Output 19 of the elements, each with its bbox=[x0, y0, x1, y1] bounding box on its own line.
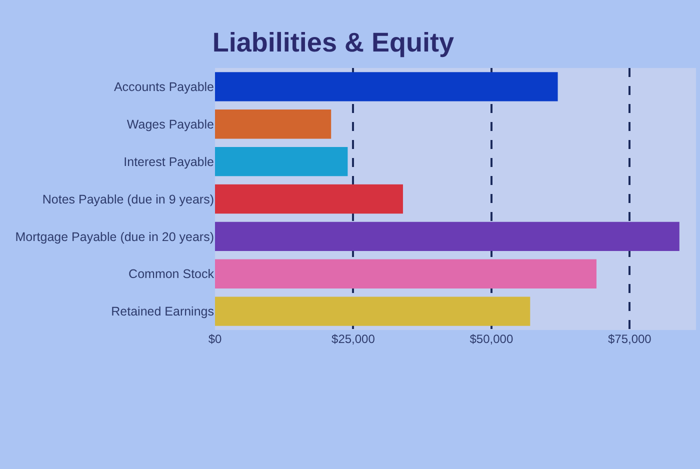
y-tick-label: Mortgage Payable (due in 20 years) bbox=[15, 230, 214, 244]
bar bbox=[215, 296, 530, 326]
y-tick-label: Notes Payable (due in 9 years) bbox=[42, 192, 214, 206]
x-tick-label: $50,000 bbox=[470, 332, 514, 346]
y-tick-label: Retained Earnings bbox=[111, 304, 214, 319]
y-tick-label: Accounts Payable bbox=[114, 80, 214, 94]
x-tick-label: $25,000 bbox=[332, 332, 376, 346]
y-tick-label: Common Stock bbox=[128, 267, 215, 282]
bar bbox=[215, 184, 403, 214]
chart-title: Liabilities & Equity bbox=[212, 27, 454, 58]
bar bbox=[215, 146, 348, 176]
y-tick-label: Wages Payable bbox=[126, 118, 214, 132]
bar bbox=[215, 222, 680, 252]
x-tick-label: $75,000 bbox=[608, 332, 652, 346]
bar bbox=[215, 110, 332, 139]
bar bbox=[215, 72, 558, 102]
y-tick-label: Interest Payable bbox=[124, 154, 214, 169]
x-tick-label: $0 bbox=[208, 332, 222, 346]
bar bbox=[215, 259, 596, 288]
